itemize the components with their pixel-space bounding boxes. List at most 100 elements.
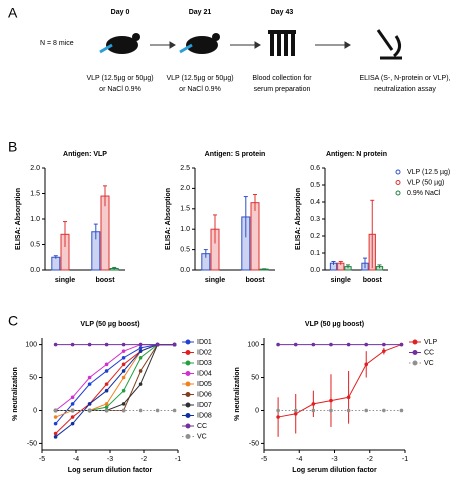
x-tick-label: single (55, 277, 75, 284)
x-axis-label: Log serum dilution factor (292, 467, 377, 474)
x-tick-label: single (331, 277, 351, 284)
data-point (138, 342, 143, 347)
y-tick-label: 100 (25, 341, 37, 348)
data-point (70, 342, 75, 347)
day-label: Day 0 (111, 9, 130, 16)
y-tick-label: 0 (255, 407, 259, 414)
day-label: Day 43 (271, 9, 294, 16)
data-point (121, 408, 126, 413)
data-point (70, 415, 75, 419)
data-point (87, 408, 92, 413)
legend-marker (395, 169, 401, 175)
arrow (150, 41, 351, 49)
data-point (121, 369, 126, 373)
data-point (311, 408, 316, 413)
x-tick-label: -3 (107, 456, 113, 463)
y-tick-label: 0.2 (310, 233, 320, 240)
y-tick-label: 0.4 (310, 199, 320, 206)
legend-marker (412, 350, 418, 355)
legend-label: ID05 (197, 381, 212, 388)
data-point (382, 349, 386, 353)
data-point (311, 342, 316, 347)
data-point (155, 342, 160, 347)
panel-label: A (8, 5, 18, 21)
y-tick-label: -50 (27, 440, 37, 447)
legend-label: CC (424, 349, 434, 356)
x-tick-label: -2 (141, 456, 147, 463)
data-point (121, 375, 126, 380)
legend-label: ID08 (197, 412, 212, 419)
legend-label: VLP (12.5 µg) (407, 169, 450, 176)
series-line (55, 344, 175, 411)
y-tick-label: 0.0 (180, 267, 190, 274)
series-line (55, 344, 175, 411)
data-point (138, 382, 143, 386)
x-tick-label: -5 (39, 456, 45, 463)
y-axis-label: ELISA: Absorption (15, 188, 22, 250)
legend-label: VC (424, 360, 434, 367)
legend-marker (395, 180, 401, 185)
chart-title: Antigen: N protein (326, 151, 387, 158)
data-point (346, 395, 351, 400)
data-point (346, 342, 351, 347)
data-point (70, 402, 75, 406)
data-point (53, 408, 58, 413)
data-point (172, 408, 177, 413)
legend-marker (185, 392, 191, 397)
data-point (399, 342, 404, 347)
data-point (293, 408, 298, 413)
y-axis-label: ELISA: Absorption (295, 188, 302, 250)
y-tick-label: 2.0 (30, 165, 40, 172)
chart-title: VLP (50 µg boost) (305, 321, 364, 328)
x-tick-label: boost (95, 277, 115, 284)
data-point (293, 411, 298, 416)
x-tick-label: -5 (261, 456, 267, 463)
y-tick-label: 0.0 (310, 267, 320, 274)
series-line (55, 344, 175, 438)
x-tick-label: boost (363, 277, 383, 284)
legend-label: ID03 (197, 360, 212, 367)
data-point (121, 349, 126, 353)
legend-label: VC (197, 433, 207, 440)
data-point (364, 408, 369, 413)
step-text: or NaCl 0.9% (179, 86, 221, 93)
data-point (121, 342, 126, 347)
series-line (55, 344, 175, 411)
data-point (138, 346, 143, 350)
legend-label: CC (197, 423, 207, 430)
panel-label: C (8, 313, 18, 329)
data-point (121, 402, 126, 406)
legend-label: ID07 (197, 402, 212, 409)
data-point (293, 342, 298, 347)
data-point (53, 415, 58, 419)
y-tick-label: 1.5 (30, 190, 40, 197)
data-point (138, 369, 143, 373)
data-point (87, 402, 92, 406)
legend-label: ID01 (197, 339, 212, 346)
data-point (382, 342, 386, 347)
x-tick-label: -1 (402, 456, 408, 463)
data-point (329, 408, 333, 413)
data-point (121, 355, 126, 360)
data-point (276, 342, 280, 347)
data-point (399, 408, 404, 413)
legend-marker (185, 423, 191, 429)
x-tick-label: -1 (175, 456, 181, 463)
day-label: Day 21 (189, 9, 212, 16)
legend-marker (185, 339, 191, 345)
data-point (364, 362, 369, 367)
x-tick-label: -3 (331, 456, 337, 463)
bar (100, 195, 110, 271)
data-point (104, 342, 109, 347)
y-tick-label: 0.6 (310, 165, 320, 172)
chart-title: Antigen: VLP (63, 151, 107, 158)
data-point (87, 342, 92, 347)
cohort: N = 8 mice (40, 40, 74, 47)
legend-marker (185, 413, 191, 418)
y-tick-label: 0.1 (310, 250, 320, 257)
y-tick-label: 0 (33, 407, 37, 414)
y-tick-label: 2.5 (180, 165, 190, 172)
y-axis-label: ELISA: Absorption (165, 188, 172, 250)
data-point (121, 388, 126, 393)
data-point (104, 405, 109, 409)
